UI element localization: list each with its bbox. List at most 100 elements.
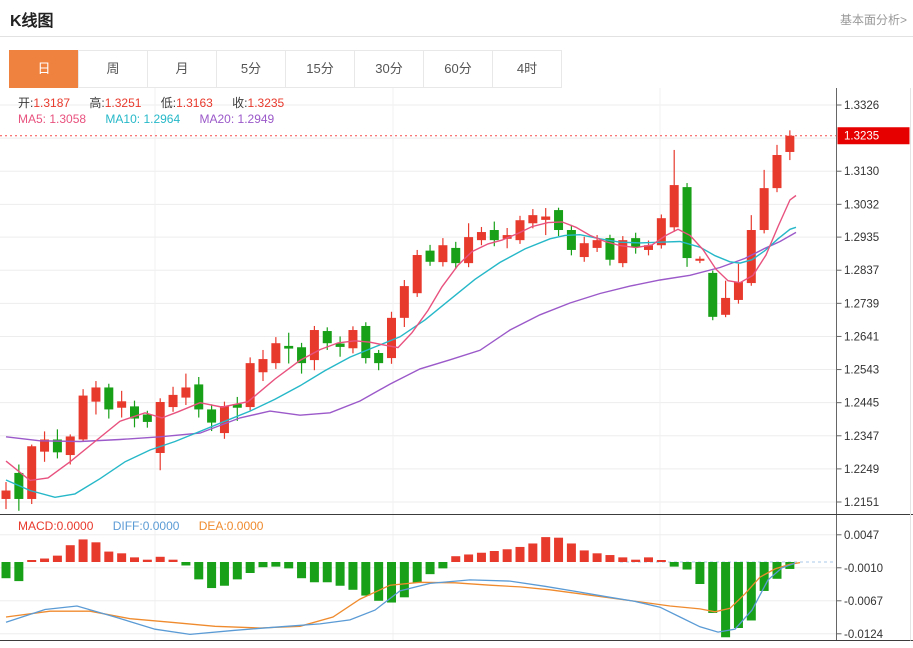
macd-bar [335,562,345,586]
current-price-tag: 1.3235 [837,127,910,145]
macd-bar [52,555,62,562]
macd-bar [387,562,396,603]
tab-周[interactable]: 周 [78,50,148,88]
tab-5分[interactable]: 5分 [216,50,286,88]
macd-bar [464,554,474,562]
axis-tick-label: 0.0047 [844,530,879,542]
candle-body [207,409,217,423]
macd-bar [618,557,628,562]
candle-body [348,330,358,349]
macd-bar [528,543,538,562]
macd-bar [245,562,255,573]
candle-body [451,247,461,264]
candle-body [258,359,268,373]
candle-body [708,272,718,317]
macd-bar [27,560,37,562]
candle-body [618,240,628,264]
axis-tick-label: 1.2151 [844,497,879,509]
candle-body [117,401,127,408]
candle-body [541,216,551,220]
tab-15分[interactable]: 15分 [285,50,355,88]
candle-body [605,238,615,260]
macd-bar [772,562,782,579]
candle-body [399,286,409,318]
macd-bar [592,553,602,562]
macd-bar [284,562,294,569]
candle-body [335,343,345,347]
macd-bar [219,562,229,586]
tab-月[interactable]: 月 [147,50,217,88]
tab-4时[interactable]: 4时 [492,50,562,88]
macd-bar [130,557,139,562]
candle-body [130,406,139,419]
candle-body [232,404,242,408]
macd-bar [566,543,576,562]
dea-line [5,561,801,629]
candle-body [733,282,743,300]
candle-body [168,394,178,408]
page-title: K线图 [10,13,54,30]
macd-bar [78,539,88,562]
macd-bar [656,560,666,562]
candle-body [27,446,37,499]
macd-bar [194,562,204,580]
svg-text:1.3235: 1.3235 [844,131,879,143]
candle-body [489,230,499,241]
candle-body [297,347,307,364]
macd-bar [489,551,499,562]
fundamental-analysis-link[interactable]: 基本面分析> [839,13,907,27]
axis-tick-label: 1.3032 [844,199,879,211]
macd-bar [425,562,435,575]
macd-bar [733,562,743,628]
candle-body [78,395,88,440]
macd-bar [476,552,486,562]
tab-60分[interactable]: 60分 [423,50,493,88]
axis-tick-label: -0.0067 [844,596,883,608]
macd-bar [361,562,371,596]
candle-body [566,230,576,250]
candle-body [91,387,101,402]
macd-bar [1,562,11,579]
candle-body [695,258,705,261]
macd-bar [155,556,165,562]
candle-body [592,240,602,248]
axis-tick-label: 1.2837 [844,265,879,277]
candle-body [682,187,692,259]
candle-body [194,384,204,410]
candle-body [669,185,679,228]
ma10-line [5,226,797,499]
axis-tick-label: 1.3130 [844,166,879,178]
axis-tick-label: 1.2543 [844,365,879,377]
macd-bar [65,545,75,562]
macd-bar [322,562,332,583]
candle-body [374,352,384,364]
candle-body [554,210,564,231]
macd-bar [374,562,384,601]
diff-line [5,562,796,636]
candle-body [309,330,319,361]
macd-bar [91,542,101,562]
candle-body [785,135,795,152]
header-divider [0,36,913,37]
macd-bar [142,559,152,562]
kline-chart[interactable]: 1.3326 1.3130 1.3032 1.2935 1.2837 1.2739 1.26… [0,88,913,648]
ma20-line [5,231,797,443]
candle-body [438,245,448,263]
macd-bar [309,562,319,583]
macd-bar [412,562,422,583]
axis-tick-label: 1.2641 [844,331,879,343]
candle-body [464,237,474,264]
macd-bar [759,562,769,591]
tab-bar: 日周月 5分 15分 30分 60分 4时 [9,50,562,88]
main-pane [0,88,837,514]
candle-body [721,297,731,315]
candle-body [502,235,512,239]
tab-日[interactable]: 日 [9,50,79,88]
macd-bar [721,562,731,638]
macd-bar [348,562,358,590]
candle-body [425,250,435,262]
candle-body [746,230,756,284]
candle-body [155,401,165,454]
tab-30分[interactable]: 30分 [354,50,424,88]
macd-bar [669,562,679,567]
